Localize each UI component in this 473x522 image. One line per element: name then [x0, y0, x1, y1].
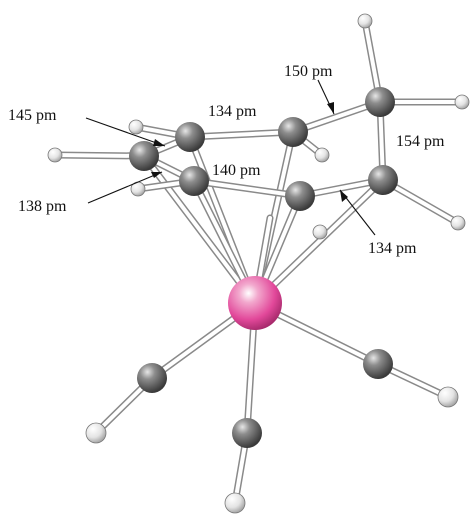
carbonyl-carbon-atom	[232, 418, 262, 448]
ring-bond	[190, 177, 304, 200]
label-c3-c4: 150 pm	[284, 63, 333, 80]
hydrogen-atom	[450, 215, 466, 231]
carbon-atom	[365, 87, 395, 117]
bond-length-labels: 145 pm 134 pm 150 pm 154 pm 140 pm 138 p…	[8, 63, 445, 257]
label-c5-c6: 134 pm	[368, 240, 417, 257]
carbon-atom	[278, 117, 308, 147]
arrowhead	[327, 102, 334, 114]
hydrogen-atom	[312, 224, 328, 240]
metal-ring-bond	[140, 152, 259, 307]
arrowhead	[151, 172, 162, 178]
carbon-atom	[175, 122, 205, 152]
hydrogen-atom	[314, 147, 330, 163]
ring-bond	[289, 98, 384, 136]
oxygen-atom	[224, 492, 246, 514]
carbon-atom	[285, 181, 315, 211]
hydrogen-atom	[357, 13, 373, 29]
metal-ring-bond	[251, 176, 387, 307]
carbonyl-carbon-atom	[363, 349, 393, 379]
label-c1-c2: 145 pm	[8, 107, 57, 124]
hydrogen-atom	[454, 94, 470, 110]
hydrogen-atom	[47, 147, 63, 163]
arrowhead	[153, 139, 165, 146]
carbon-atom	[129, 141, 159, 171]
hydrogen-atom	[128, 119, 144, 135]
carbon-atom	[179, 166, 209, 196]
label-c2-c3: 134 pm	[208, 103, 257, 120]
carbon-atom	[368, 165, 398, 195]
ring-bond	[186, 128, 297, 141]
carbonyl-carbon-atom	[137, 363, 167, 393]
leader-c1-c2	[85, 117, 166, 147]
label-c4-c5: 154 pm	[396, 133, 445, 150]
oxygen-atom	[437, 386, 459, 408]
leader-lines	[85, 79, 376, 236]
label-c6-c7: 140 pm	[212, 162, 261, 179]
oxygen-atom	[85, 422, 107, 444]
atoms	[47, 13, 470, 514]
label-c7-c1: 138 pm	[18, 198, 67, 215]
arrowhead	[340, 190, 348, 202]
leader-c7-c1	[87, 171, 163, 204]
metal-atom	[228, 276, 282, 330]
